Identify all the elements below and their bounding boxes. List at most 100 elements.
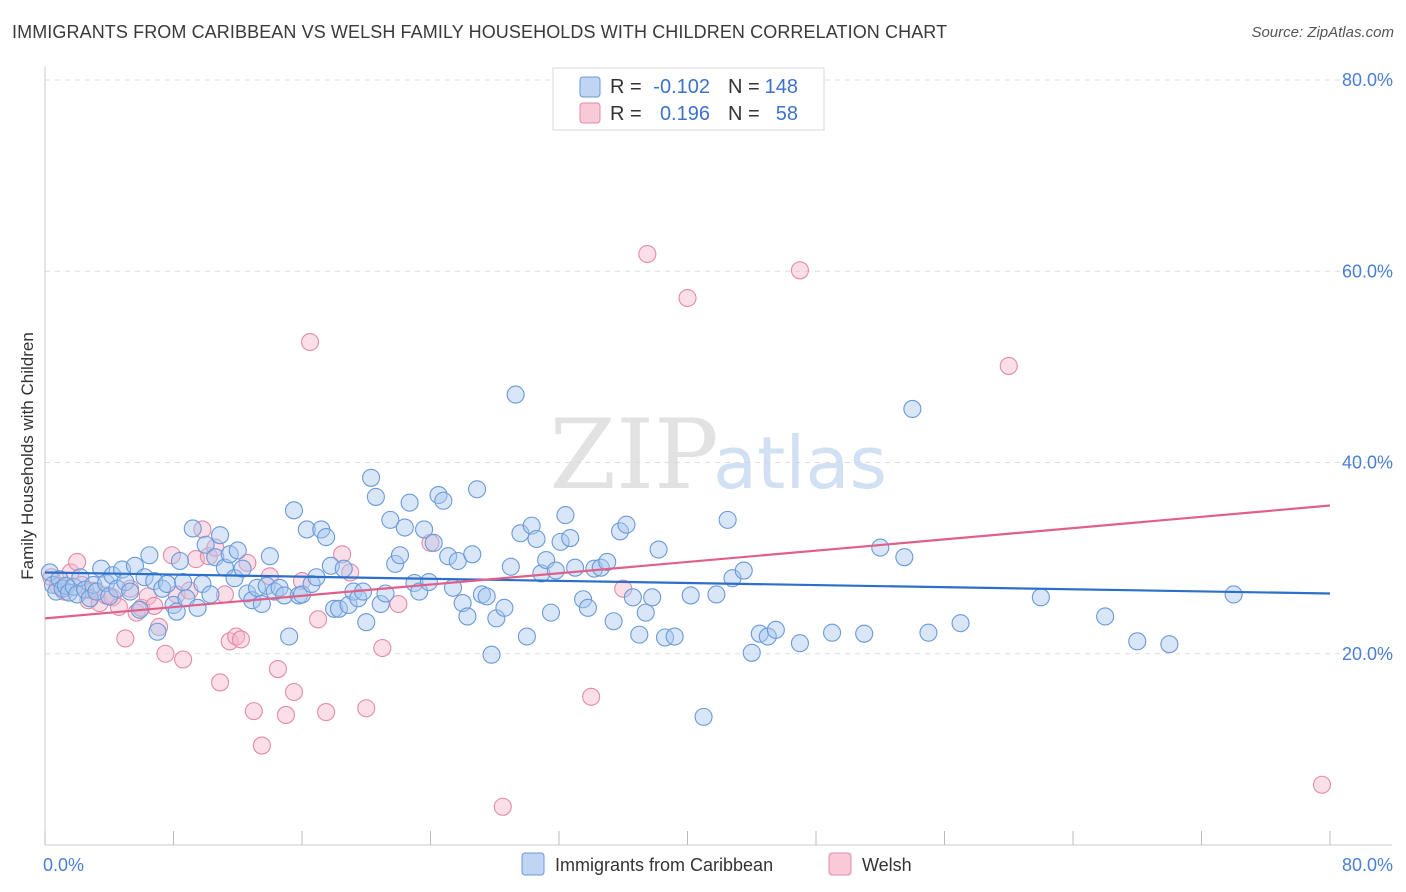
caribbean-point [636, 603, 655, 622]
watermark-zip: ZIP [549, 399, 718, 511]
caribbean-point [501, 557, 520, 576]
caribbean-point [951, 614, 970, 633]
welsh-point [333, 545, 352, 564]
x-tick-label: 80.0% [1342, 855, 1393, 875]
caribbean-point [1224, 585, 1243, 604]
trend-lines [44, 504, 1331, 620]
y-tick-labels: 20.0% 40.0% 60.0% 80.0% [1342, 70, 1393, 664]
caribbean-trend-line [44, 571, 1331, 595]
caribbean-point [649, 540, 668, 559]
caribbean-point [211, 526, 230, 545]
caribbean-point [434, 491, 453, 510]
x-tick-labels: 0.0% 80.0% [43, 855, 1393, 875]
caribbean-point [790, 634, 809, 653]
welsh-point [1312, 775, 1332, 794]
caribbean-point [362, 468, 381, 487]
caribbean-point [903, 399, 922, 419]
y-tick-label: 60.0% [1342, 261, 1393, 281]
legend-n-label-blue: N = [728, 76, 760, 98]
legend-n-value-blue: 148 [765, 76, 798, 98]
caribbean-point [275, 586, 294, 605]
caribbean-point [188, 598, 207, 617]
caribbean-point [366, 487, 385, 506]
welsh-point [227, 627, 246, 646]
caribbean-point [439, 547, 458, 566]
caribbean-point [517, 627, 536, 646]
chart-title: IMMIGRANTS FROM CARIBBEAN VS WELSH FAMIL… [12, 22, 948, 42]
caribbean-point [574, 590, 593, 609]
caribbean-point [280, 627, 299, 646]
caribbean-point [477, 587, 496, 606]
caribbean-point [1096, 607, 1115, 626]
caribbean-point [170, 551, 189, 571]
welsh-point [231, 630, 251, 649]
series-legend-swatch-blue [521, 852, 545, 876]
caribbean-point [390, 546, 410, 565]
caribbean-point [578, 598, 597, 617]
welsh-point [174, 650, 193, 669]
caribbean-point [317, 528, 336, 547]
caribbean-point [1160, 635, 1179, 654]
legend-r-value-pink: 0.196 [660, 103, 710, 125]
caribbean-point [121, 582, 140, 601]
caribbean-point [174, 572, 193, 592]
axes [44, 66, 1392, 846]
caribbean-point [561, 528, 580, 548]
caribbean-point [325, 599, 344, 618]
caribbean-point [742, 643, 761, 662]
y-tick-label: 40.0% [1342, 453, 1393, 473]
caribbean-point [495, 598, 514, 617]
legend-r-label-blue: R = [610, 76, 642, 98]
caribbean-point [148, 622, 167, 641]
welsh-point [238, 553, 257, 572]
welsh-point [116, 629, 135, 648]
caribbean-point [400, 493, 419, 512]
caribbean-point [284, 501, 304, 520]
caribbean-point [410, 582, 429, 601]
caribbean-point [655, 628, 675, 647]
caribbean-point [1031, 588, 1050, 607]
welsh-point [252, 736, 271, 755]
caribbean-point [357, 613, 376, 632]
welsh-point [193, 520, 212, 539]
caribbean-point [506, 385, 525, 404]
welsh-point [244, 702, 263, 721]
caribbean-point [1128, 632, 1147, 651]
welsh-point [68, 552, 87, 572]
series-legend: Immigrants from Caribbean Welsh [521, 852, 912, 876]
legend-r-label-pink: R = [610, 103, 642, 125]
welsh-point [582, 687, 601, 706]
y-tick-label: 80.0% [1342, 70, 1393, 90]
caribbean-point [556, 506, 575, 525]
series-legend-label-blue: Immigrants from Caribbean [555, 855, 773, 875]
caribbean-point [546, 561, 565, 580]
caribbean-point [643, 588, 662, 607]
caribbean-point [233, 559, 252, 578]
caribbean-points [40, 385, 1243, 726]
welsh-point [309, 610, 328, 629]
watermark: ZIP atlas [549, 399, 887, 511]
caribbean-point [201, 585, 220, 604]
caribbean-point [419, 572, 438, 592]
caribbean-point [395, 518, 414, 537]
caribbean-point [260, 547, 279, 566]
caribbean-point [919, 623, 938, 642]
grid-lines [45, 79, 1392, 655]
legend-swatch-pink [579, 102, 601, 124]
caribbean-point [871, 538, 890, 557]
caribbean-point [766, 620, 785, 639]
caribbean-point [623, 588, 642, 607]
caribbean-point [541, 603, 561, 622]
y-tick-label: 20.0% [1342, 644, 1393, 664]
welsh-point [300, 332, 320, 352]
caribbean-point [429, 485, 448, 505]
caribbean-point [381, 510, 400, 529]
legend-swatch-blue [579, 76, 601, 98]
caribbean-point [329, 599, 348, 618]
caribbean-point [415, 520, 434, 539]
caribbean-point [617, 515, 636, 534]
caribbean-point [630, 625, 649, 644]
caribbean-point [598, 552, 617, 572]
caribbean-point [453, 594, 472, 613]
caribbean-point [458, 607, 477, 626]
